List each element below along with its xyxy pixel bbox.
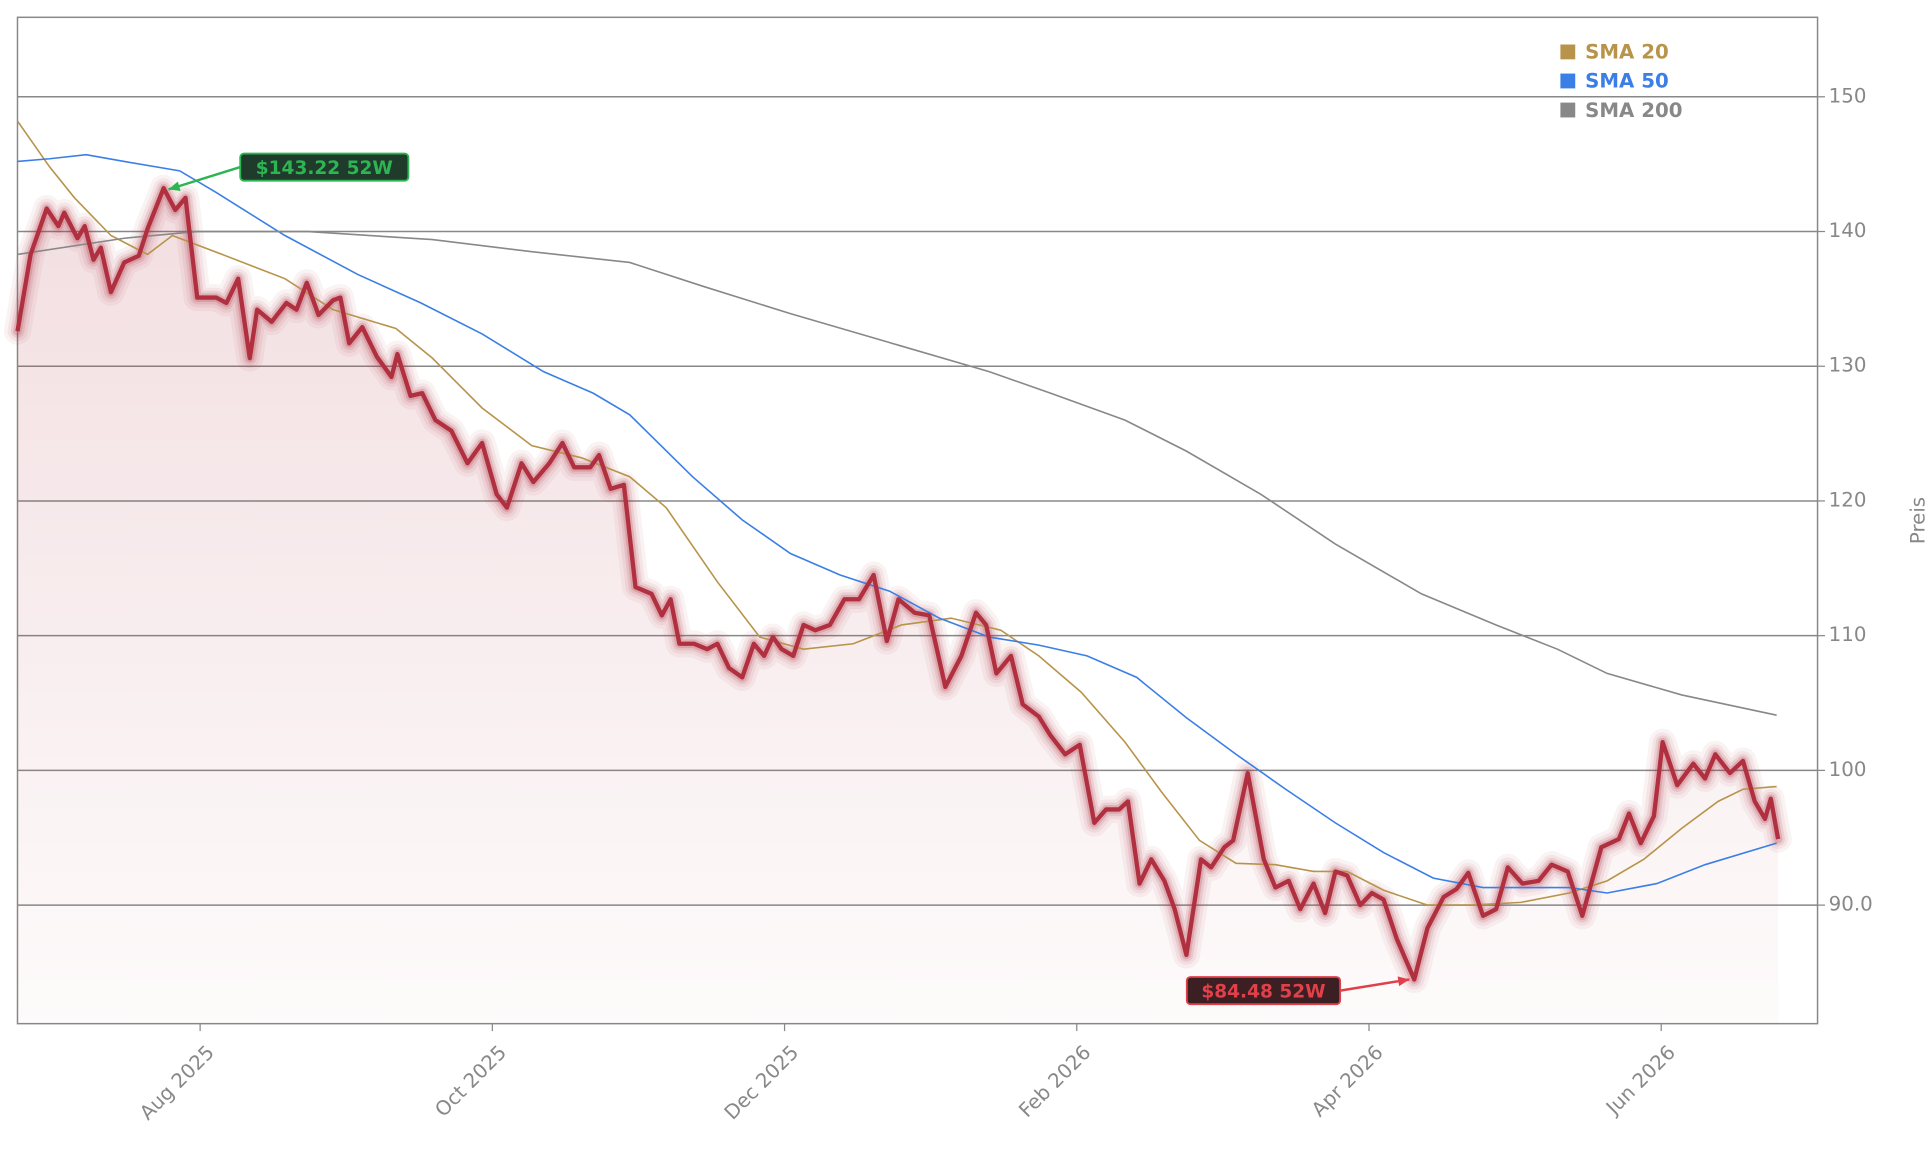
annotation-box	[1185, 976, 1342, 1006]
sma-line	[17, 230, 1777, 716]
price-line	[15, 186, 1781, 982]
y-tick-label: 120	[1829, 488, 1867, 511]
legend-swatch	[1560, 102, 1576, 118]
annotation-arrow	[1339, 978, 1410, 992]
x-tick-label: Jun 2026	[1600, 1041, 1680, 1121]
x-tick-label: Aug 2025	[135, 1041, 219, 1125]
annotation-arrowhead	[168, 181, 181, 191]
y-tick-label: 110	[1829, 623, 1867, 646]
y-tick-label: 90.0	[1829, 893, 1873, 916]
y-tick-label: 100	[1829, 758, 1867, 781]
legend-swatch	[1560, 73, 1576, 89]
x-tick-label: Feb 2026	[1014, 1041, 1095, 1122]
y-tick-label: 140	[1829, 219, 1867, 242]
y-tick-label: 130	[1829, 354, 1867, 377]
legend-label: SMA 20	[1585, 41, 1669, 64]
annotation-arrowhead	[1397, 976, 1410, 987]
x-tick-label: Apr 2026	[1307, 1041, 1387, 1121]
legend-label: SMA 50	[1585, 70, 1669, 93]
x-tick-label: Dec 2025	[720, 1041, 803, 1124]
x-tick-label: Oct 2025	[431, 1041, 511, 1121]
y-tick-label: 150	[1829, 84, 1867, 107]
annotation-label: $84.48 52W	[1201, 981, 1325, 1002]
legend-swatch	[1560, 44, 1576, 60]
annotation: $143.22 52W	[168, 152, 410, 191]
legend-label: SMA 200	[1585, 99, 1682, 122]
annotation-arrow	[168, 165, 241, 191]
annotation-label: $143.22 52W	[256, 158, 393, 179]
annotation-box	[239, 152, 410, 182]
y-axis-label: Preis	[1906, 497, 1929, 544]
annotation: $84.48 52W	[1185, 976, 1410, 1006]
sma-line	[17, 153, 1777, 894]
sma-line	[16, 120, 1777, 906]
